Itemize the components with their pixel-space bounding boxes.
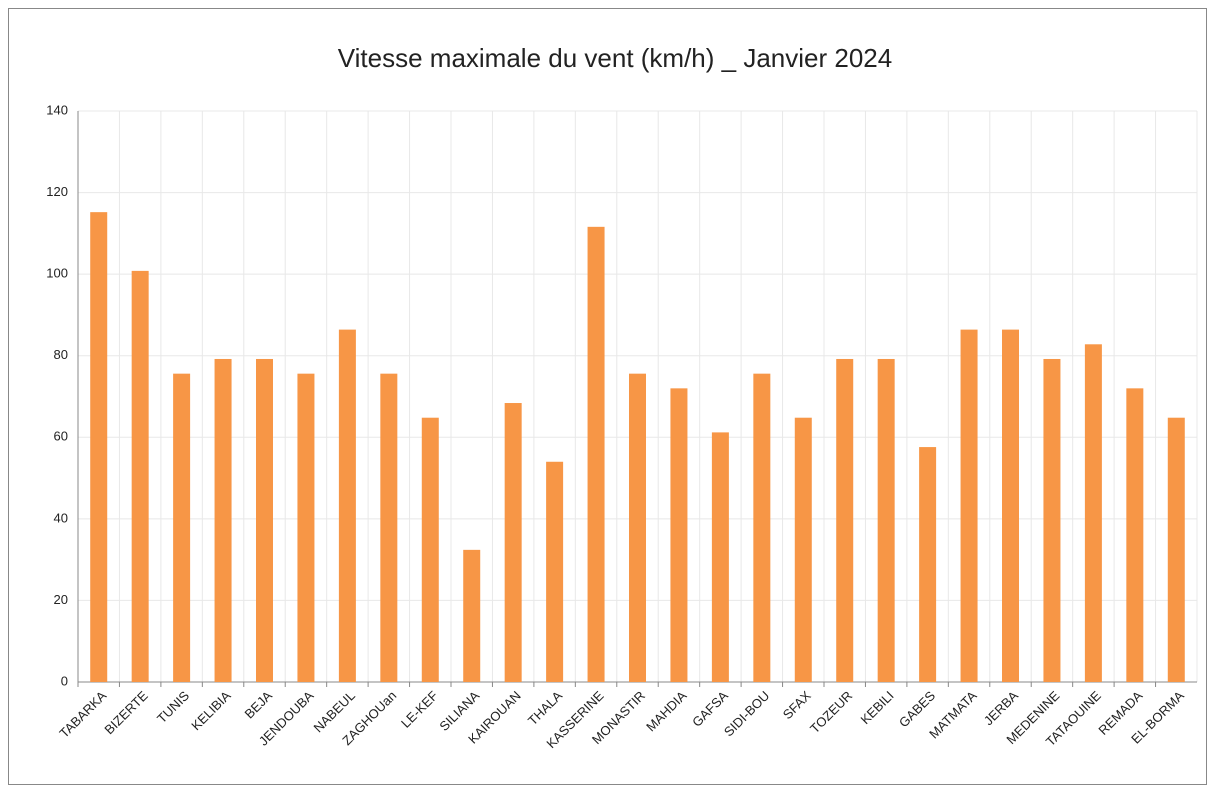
bar bbox=[380, 373, 398, 682]
bar bbox=[214, 358, 232, 682]
bar bbox=[1002, 329, 1019, 682]
y-tick-label: 0 bbox=[61, 673, 68, 688]
bar bbox=[836, 358, 854, 682]
bar bbox=[794, 417, 812, 682]
bar bbox=[297, 373, 315, 682]
bar bbox=[1126, 388, 1144, 682]
bar bbox=[919, 447, 937, 682]
bar bbox=[1043, 358, 1061, 682]
bar bbox=[173, 373, 191, 682]
bar bbox=[670, 388, 688, 682]
bar bbox=[711, 432, 729, 682]
bar bbox=[463, 549, 481, 682]
chart-title: Vitesse maximale du vent (km/h) _ Janvie… bbox=[338, 43, 892, 73]
bar bbox=[1084, 344, 1102, 682]
y-tick-label: 140 bbox=[46, 102, 68, 117]
y-tick-label: 100 bbox=[46, 266, 68, 281]
bar bbox=[256, 358, 273, 682]
y-tick-label: 80 bbox=[54, 347, 68, 362]
y-tick-label: 60 bbox=[54, 429, 68, 444]
bar bbox=[338, 329, 356, 682]
bar bbox=[504, 403, 522, 682]
y-tick-label: 20 bbox=[54, 592, 68, 607]
bar bbox=[960, 329, 978, 682]
bar bbox=[131, 270, 149, 682]
bar bbox=[877, 358, 895, 682]
bar bbox=[753, 373, 771, 682]
bar bbox=[1167, 417, 1185, 682]
bar bbox=[629, 373, 646, 682]
y-tick-label: 120 bbox=[46, 184, 68, 199]
bar bbox=[546, 461, 564, 682]
bar bbox=[90, 212, 108, 683]
bar bbox=[587, 226, 605, 682]
y-tick-label: 40 bbox=[54, 510, 68, 525]
bar bbox=[421, 417, 439, 682]
